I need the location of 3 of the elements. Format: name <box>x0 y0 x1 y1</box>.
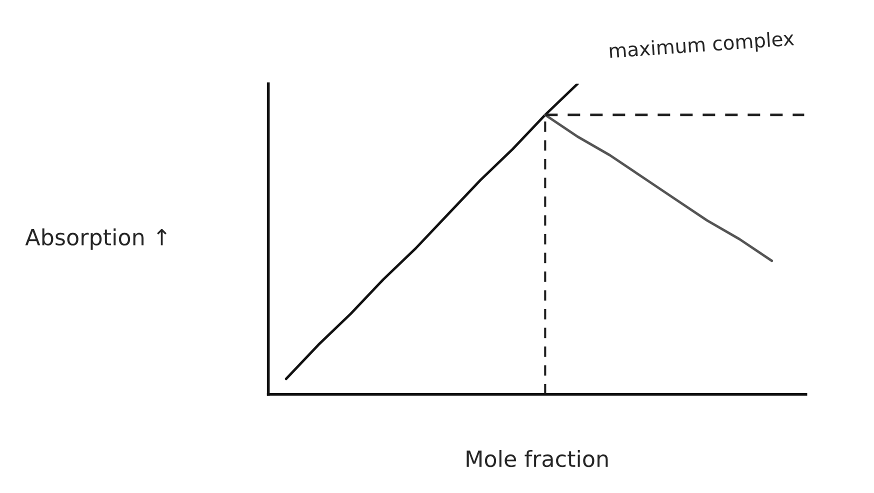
text: maximum complex <box>609 30 794 62</box>
y-axis-title: Absorption ↑ <box>25 228 167 250</box>
x-axis-title: Mole fraction <box>466 450 608 468</box>
